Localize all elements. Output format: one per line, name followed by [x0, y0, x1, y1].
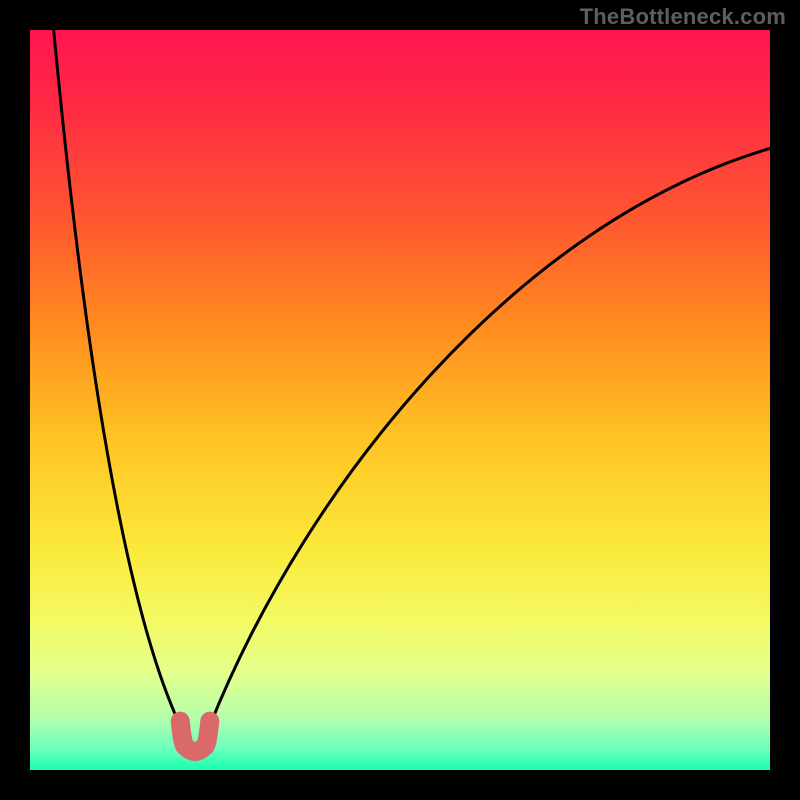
bottleneck-chart — [0, 0, 800, 800]
watermark-text: TheBottleneck.com — [580, 4, 786, 30]
gradient-background — [30, 30, 770, 770]
chart-frame: TheBottleneck.com — [0, 0, 800, 800]
